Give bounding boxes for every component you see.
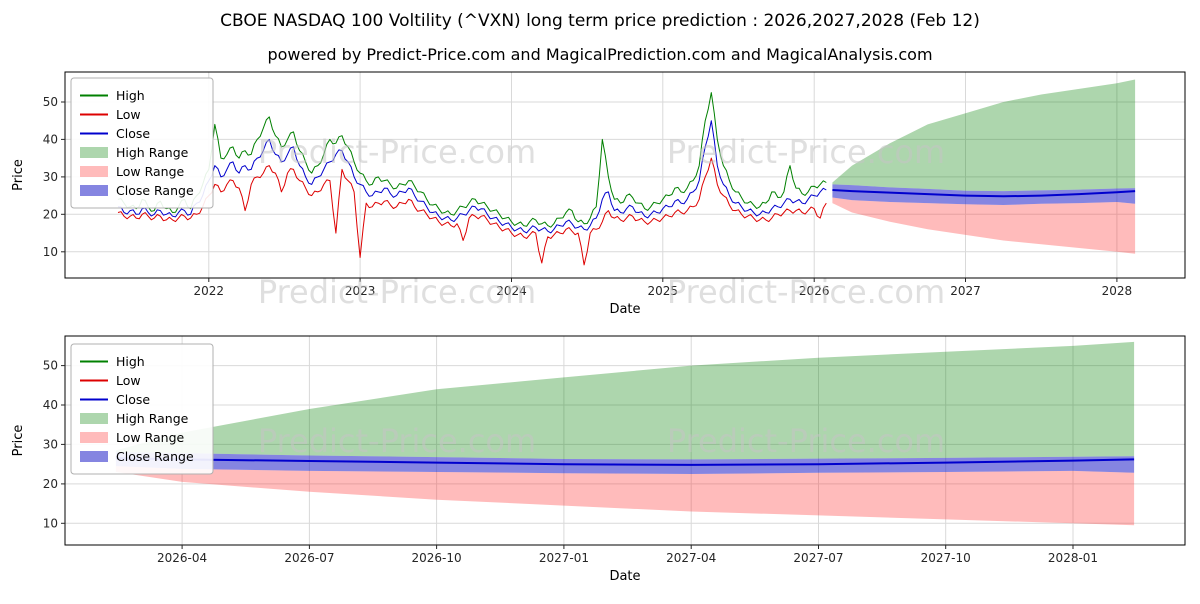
legend-label: High (116, 88, 145, 103)
low-history-line (117, 157, 827, 266)
high-range-band (115, 341, 1135, 460)
x-tick-label: 2027-04 (666, 551, 716, 565)
watermark: Predict-Price.com (667, 273, 945, 311)
legend-label: Close Range (116, 449, 194, 464)
watermark: Predict-Price.com (667, 422, 945, 460)
plot-border (64, 335, 1186, 546)
x-tick-label: 2027-07 (793, 551, 843, 565)
x-tick-label: 2027-01 (539, 551, 589, 565)
legend-label: Close (116, 392, 150, 407)
y-tick-label: 30 (43, 437, 58, 451)
x-tick-label: 2026 (799, 284, 830, 298)
x-tick-label: 2026-07 (284, 551, 334, 565)
legend-swatch-low-range (80, 432, 108, 443)
legend-label: Low Range (116, 164, 185, 179)
high-range-band (832, 79, 1136, 192)
y-tick-label: 10 (43, 245, 58, 259)
x-tick-label: 2022 (194, 284, 225, 298)
x-tick-label: 2025 (648, 284, 679, 298)
low-range-band (832, 197, 1136, 254)
legend-box (70, 77, 214, 209)
x-tick-label: 2027 (950, 284, 981, 298)
y-tick-label: 50 (43, 359, 58, 373)
legend-box (70, 343, 214, 475)
close-range-band (115, 452, 1135, 474)
plot-border (64, 71, 1186, 279)
y-tick-label: 20 (43, 477, 58, 491)
close-forecast-line (115, 457, 1135, 466)
watermark-layer: Predict-Price.com Predict-Price.com Predic… (258, 133, 945, 460)
legend-label: Low Range (116, 430, 185, 445)
legend-swatch-low-range (80, 166, 108, 177)
legend-swatch-high-range (80, 147, 108, 158)
x-tick-label: 2028-01 (1048, 551, 1098, 565)
legend-label: Low (116, 373, 141, 388)
legend-swatch-high-range (80, 413, 108, 424)
y-axis-label: Price (11, 159, 26, 191)
close-range-band (832, 184, 1136, 205)
low-range-band (115, 466, 1135, 526)
watermark: Predict-Price.com (258, 273, 536, 311)
legend-swatch-close-range (80, 185, 108, 196)
x-tick-label: 2026-04 (157, 551, 207, 565)
legend-label: High Range (116, 411, 189, 426)
bottom-chart: 2026-04 2026-07 2026-10 2027-01 2027-04 2027-… (11, 335, 1186, 584)
x-axis-label: Date (609, 302, 640, 317)
top-chart: 2022 2023 2024 2025 2026 2027 2028 10 20 30 40 50 Da… (11, 71, 1186, 317)
y-tick-label: 40 (43, 132, 58, 146)
legend-label: Close (116, 126, 150, 141)
x-tick-label: 2023 (345, 284, 376, 298)
y-axis-label: Price (11, 425, 26, 457)
x-tick-label: 2027-10 (921, 551, 971, 565)
legend-label: High Range (116, 145, 189, 160)
close-forecast-line (832, 189, 1136, 198)
legend-label: High (116, 354, 145, 369)
legend-label: Close Range (116, 183, 194, 198)
y-tick-label: 20 (43, 207, 58, 221)
watermark: Predict-Price.com (258, 133, 536, 171)
x-axis-label: Date (609, 569, 640, 584)
x-tick-label: 2026-10 (412, 551, 462, 565)
y-tick-label: 10 (43, 516, 58, 530)
figure-title: CBOE NASDAQ 100 Voltility (^VXN) long te… (220, 11, 980, 31)
high-history-line (117, 92, 827, 228)
x-tick-label: 2024 (496, 284, 527, 298)
x-tick-label: 2028 (1102, 284, 1133, 298)
legend-swatch-close-range (80, 451, 108, 462)
y-tick-label: 50 (43, 95, 58, 109)
figure-subtitle: powered by Predict-Price.com and Magical… (267, 45, 932, 64)
legend-label: Low (116, 107, 141, 122)
watermark: Predict-Price.com (667, 133, 945, 171)
y-tick-label: 30 (43, 170, 58, 184)
close-history-line (117, 120, 827, 234)
y-tick-label: 40 (43, 398, 58, 412)
watermark: Predict-Price.com (258, 422, 536, 460)
